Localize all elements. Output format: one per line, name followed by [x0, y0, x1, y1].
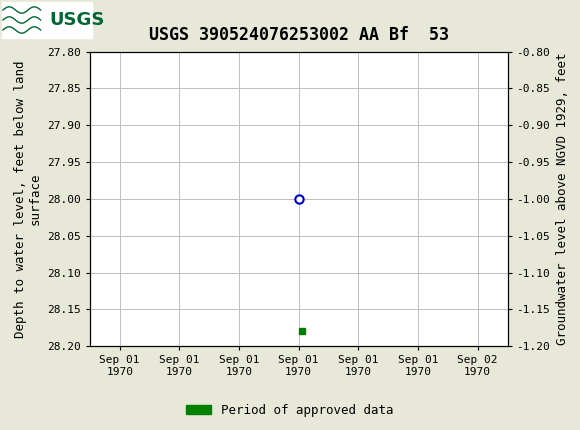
Title: USGS 390524076253002 AA Bf  53: USGS 390524076253002 AA Bf 53 [148, 27, 449, 44]
Legend: Period of approved data: Period of approved data [181, 399, 399, 421]
Y-axis label: Groundwater level above NGVD 1929, feet: Groundwater level above NGVD 1929, feet [556, 52, 569, 345]
Y-axis label: Depth to water level, feet below land
surface: Depth to water level, feet below land su… [13, 60, 42, 338]
Text: USGS: USGS [49, 11, 104, 29]
FancyBboxPatch shape [2, 3, 92, 37]
